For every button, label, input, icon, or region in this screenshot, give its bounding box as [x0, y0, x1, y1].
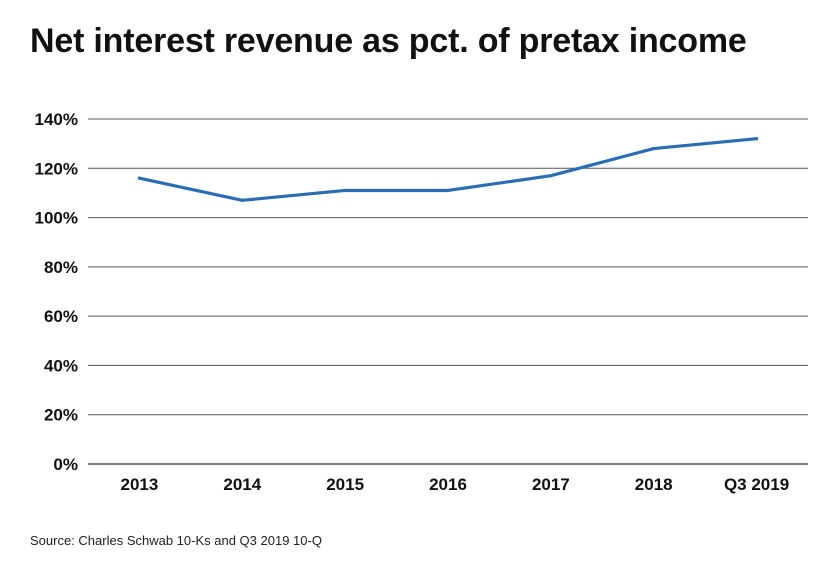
x-tick-label: 2015 — [326, 475, 364, 494]
data-point — [652, 146, 656, 151]
data-point — [137, 176, 142, 180]
data-point — [343, 188, 347, 193]
data-point — [446, 188, 450, 193]
x-tick-label: 2018 — [635, 475, 673, 494]
x-tick-label: Q3 2019 — [724, 475, 789, 494]
y-tick-label: 60% — [44, 307, 78, 326]
y-tick-label: 100% — [35, 209, 78, 228]
x-tick-label: 2013 — [121, 475, 159, 494]
y-tick-label: 0% — [53, 455, 78, 474]
data-point — [549, 174, 553, 178]
y-tick-label: 140% — [35, 110, 78, 129]
y-tick-label: 40% — [44, 356, 78, 375]
source-note: Source: Charles Schwab 10-Ks and Q3 2019… — [30, 533, 322, 548]
series-layer — [137, 137, 759, 202]
y-tick-label: 80% — [44, 258, 78, 277]
gridlines — [88, 118, 808, 465]
x-tick-label: 2016 — [429, 475, 467, 494]
y-tick-label: 20% — [44, 406, 78, 425]
x-tick-label: 2014 — [223, 475, 261, 494]
x-tick-label: 2017 — [532, 475, 570, 494]
x-axis-ticks: 2013 2014 2015 2016 2017 2018 Q3 2019 — [121, 475, 790, 494]
chart-title: Net interest revenue as pct. of pretax i… — [30, 22, 747, 60]
data-point — [240, 198, 244, 202]
y-axis-ticks: 0% 20% 40% 60% 80% 100% 120% 140% — [35, 110, 78, 474]
y-tick-label: 120% — [35, 159, 78, 178]
data-point — [754, 137, 759, 141]
